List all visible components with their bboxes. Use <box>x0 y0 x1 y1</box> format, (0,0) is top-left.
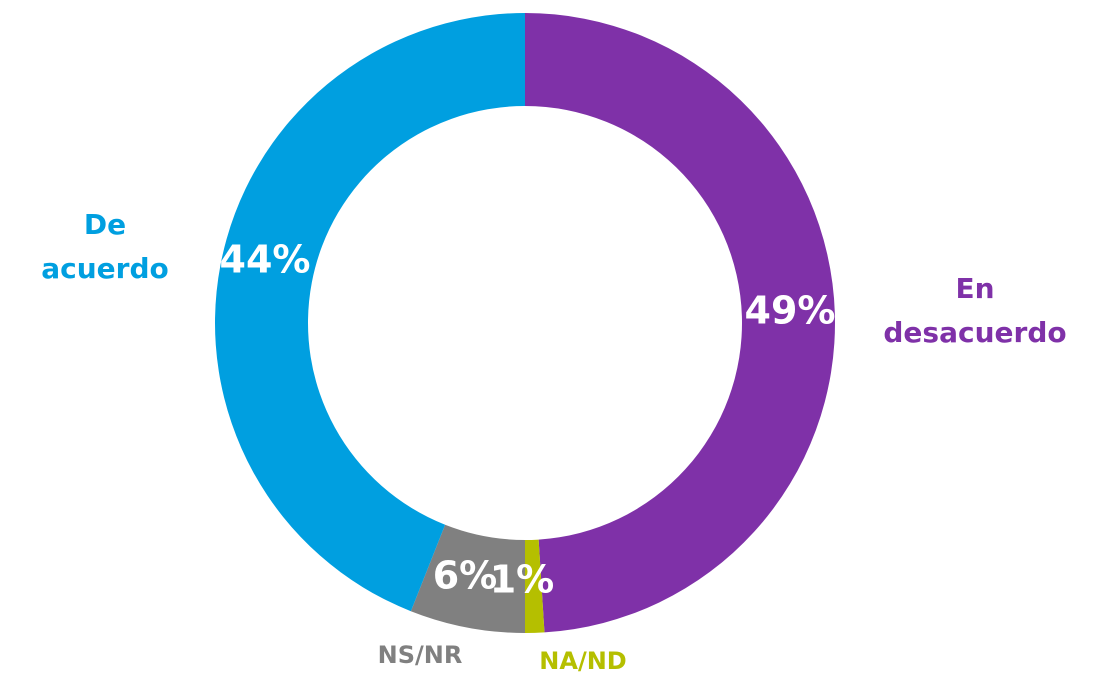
category-label: NA/ND <box>539 647 626 675</box>
donut-segment <box>410 524 525 633</box>
category-label: NS/NR <box>378 641 463 669</box>
category-label: En desacuerdo <box>883 272 1066 349</box>
value-label: 1% <box>490 558 555 602</box>
value-label: 44% <box>220 238 311 282</box>
category-label: De acuerdo <box>41 208 169 285</box>
value-label: 49% <box>745 289 836 333</box>
donut-segment <box>525 13 836 633</box>
donut-segment <box>525 539 545 633</box>
value-label: 6% <box>433 554 498 598</box>
donut-segment <box>214 12 525 612</box>
